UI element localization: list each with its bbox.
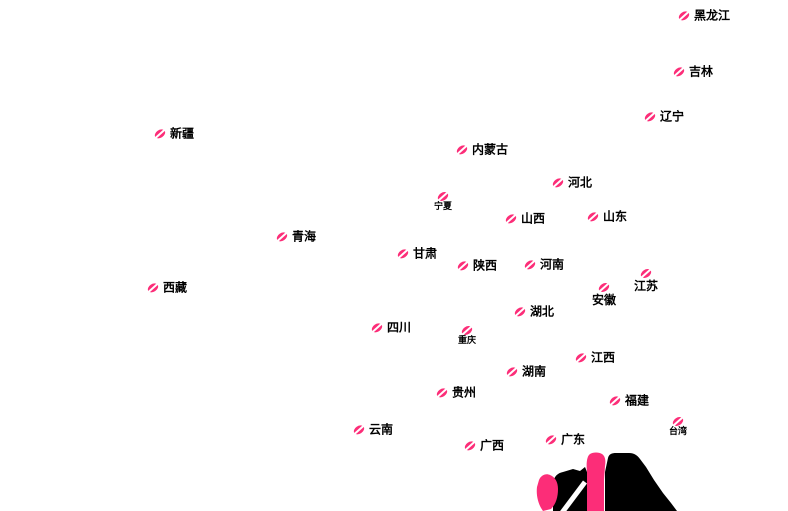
province-label: 内蒙古 (472, 142, 509, 157)
province-label: 山东 (603, 209, 628, 224)
map-pin-icon[interactable] (598, 282, 610, 293)
province-marker[interactable]: 青海 (276, 230, 316, 243)
province-label: 新疆 (170, 126, 195, 141)
region-shape-pink-left[interactable] (536, 474, 558, 511)
map-pin-icon[interactable] (545, 435, 557, 446)
map-pin-icon[interactable] (640, 268, 652, 279)
province-label: 云南 (369, 422, 394, 437)
province-label: 安徽 (591, 293, 617, 307)
province-marker[interactable]: 广西 (464, 439, 504, 452)
province-marker[interactable]: 内蒙古 (456, 143, 508, 156)
map-pin-icon[interactable] (371, 323, 383, 334)
map-pin-icon[interactable] (154, 129, 166, 140)
province-label: 江苏 (633, 279, 659, 293)
province-marker[interactable]: 西藏 (147, 281, 187, 294)
map-pin-icon[interactable] (436, 388, 448, 399)
province-label: 宁夏 (433, 202, 453, 212)
province-label: 辽宁 (660, 109, 685, 124)
map-pin-icon[interactable] (514, 307, 526, 318)
map-pin-icon[interactable] (276, 232, 288, 243)
province-marker[interactable]: 河北 (552, 176, 592, 189)
province-marker[interactable]: 湖北 (514, 305, 554, 318)
province-label: 广东 (561, 432, 586, 447)
province-label: 吉林 (689, 64, 714, 79)
map-pin-icon[interactable] (552, 178, 564, 189)
region-shape-black-right[interactable] (605, 453, 677, 511)
map-pin-icon[interactable] (672, 416, 684, 427)
map-pin-icon[interactable] (644, 112, 656, 123)
province-label: 湖北 (530, 304, 555, 319)
province-marker[interactable]: 云南 (353, 423, 393, 436)
province-marker[interactable]: 山东 (587, 210, 627, 223)
map-pin-icon[interactable] (673, 67, 685, 78)
map-pin-icon[interactable] (506, 367, 518, 378)
province-marker[interactable]: 陕西 (457, 259, 497, 272)
province-marker[interactable]: 湖南 (506, 365, 546, 378)
map-pin-icon[interactable] (147, 283, 159, 294)
province-marker[interactable]: 新疆 (154, 127, 194, 140)
province-marker[interactable]: 江西 (575, 351, 615, 364)
province-label: 甘肃 (413, 246, 438, 261)
region-gap-slash (560, 480, 587, 511)
map-pin-icon[interactable] (457, 261, 469, 272)
province-marker[interactable]: 台湾 (669, 416, 687, 438)
province-label: 湖南 (522, 364, 547, 379)
province-marker[interactable]: 河南 (524, 258, 564, 271)
map-pin-icon[interactable] (397, 249, 409, 260)
map-pin-icon[interactable] (609, 396, 621, 407)
province-marker[interactable]: 贵州 (436, 386, 476, 399)
region-shape-pink-band[interactable] (586, 452, 606, 511)
province-label: 黑龙江 (694, 8, 731, 23)
map-pin-icon[interactable] (524, 260, 536, 271)
province-marker[interactable]: 重庆 (458, 325, 476, 347)
province-marker[interactable]: 甘肃 (397, 247, 437, 260)
map-pin-icon[interactable] (437, 191, 449, 202)
map-pin-icon[interactable] (464, 441, 476, 452)
region-shape-black-left[interactable] (553, 467, 587, 511)
province-label: 河南 (540, 257, 565, 272)
province-label: 西藏 (163, 280, 188, 295)
province-marker[interactable]: 福建 (609, 394, 649, 407)
province-label: 福建 (625, 393, 650, 408)
province-marker[interactable]: 江苏 (634, 268, 658, 293)
province-label: 山西 (521, 211, 546, 226)
province-label: 陕西 (473, 258, 498, 273)
province-marker[interactable]: 山西 (505, 212, 545, 225)
province-label: 四川 (387, 320, 412, 335)
province-label: 广西 (480, 438, 505, 453)
province-marker[interactable]: 广东 (545, 433, 585, 446)
map-pin-icon[interactable] (505, 214, 517, 225)
province-marker[interactable]: 四川 (371, 321, 411, 334)
province-label: 青海 (292, 229, 317, 244)
province-marker[interactable]: 安徽 (592, 282, 616, 307)
province-label: 贵州 (452, 385, 477, 400)
map-pin-icon[interactable] (461, 325, 473, 336)
province-label: 重庆 (457, 336, 477, 346)
map-pin-icon[interactable] (575, 353, 587, 364)
province-label: 江西 (591, 350, 616, 365)
province-marker[interactable]: 吉林 (673, 65, 713, 78)
province-label: 台湾 (668, 427, 688, 437)
province-label: 河北 (568, 175, 593, 190)
province-marker[interactable]: 黑龙江 (678, 9, 730, 22)
map-pin-icon[interactable] (353, 425, 365, 436)
province-marker[interactable]: 宁夏 (434, 191, 452, 213)
map-pin-icon[interactable] (678, 11, 690, 22)
map-pin-icon[interactable] (456, 145, 468, 156)
map-region-shapes (536, 452, 677, 511)
map-pin-icon[interactable] (587, 212, 599, 223)
province-marker[interactable]: 辽宁 (644, 110, 684, 123)
